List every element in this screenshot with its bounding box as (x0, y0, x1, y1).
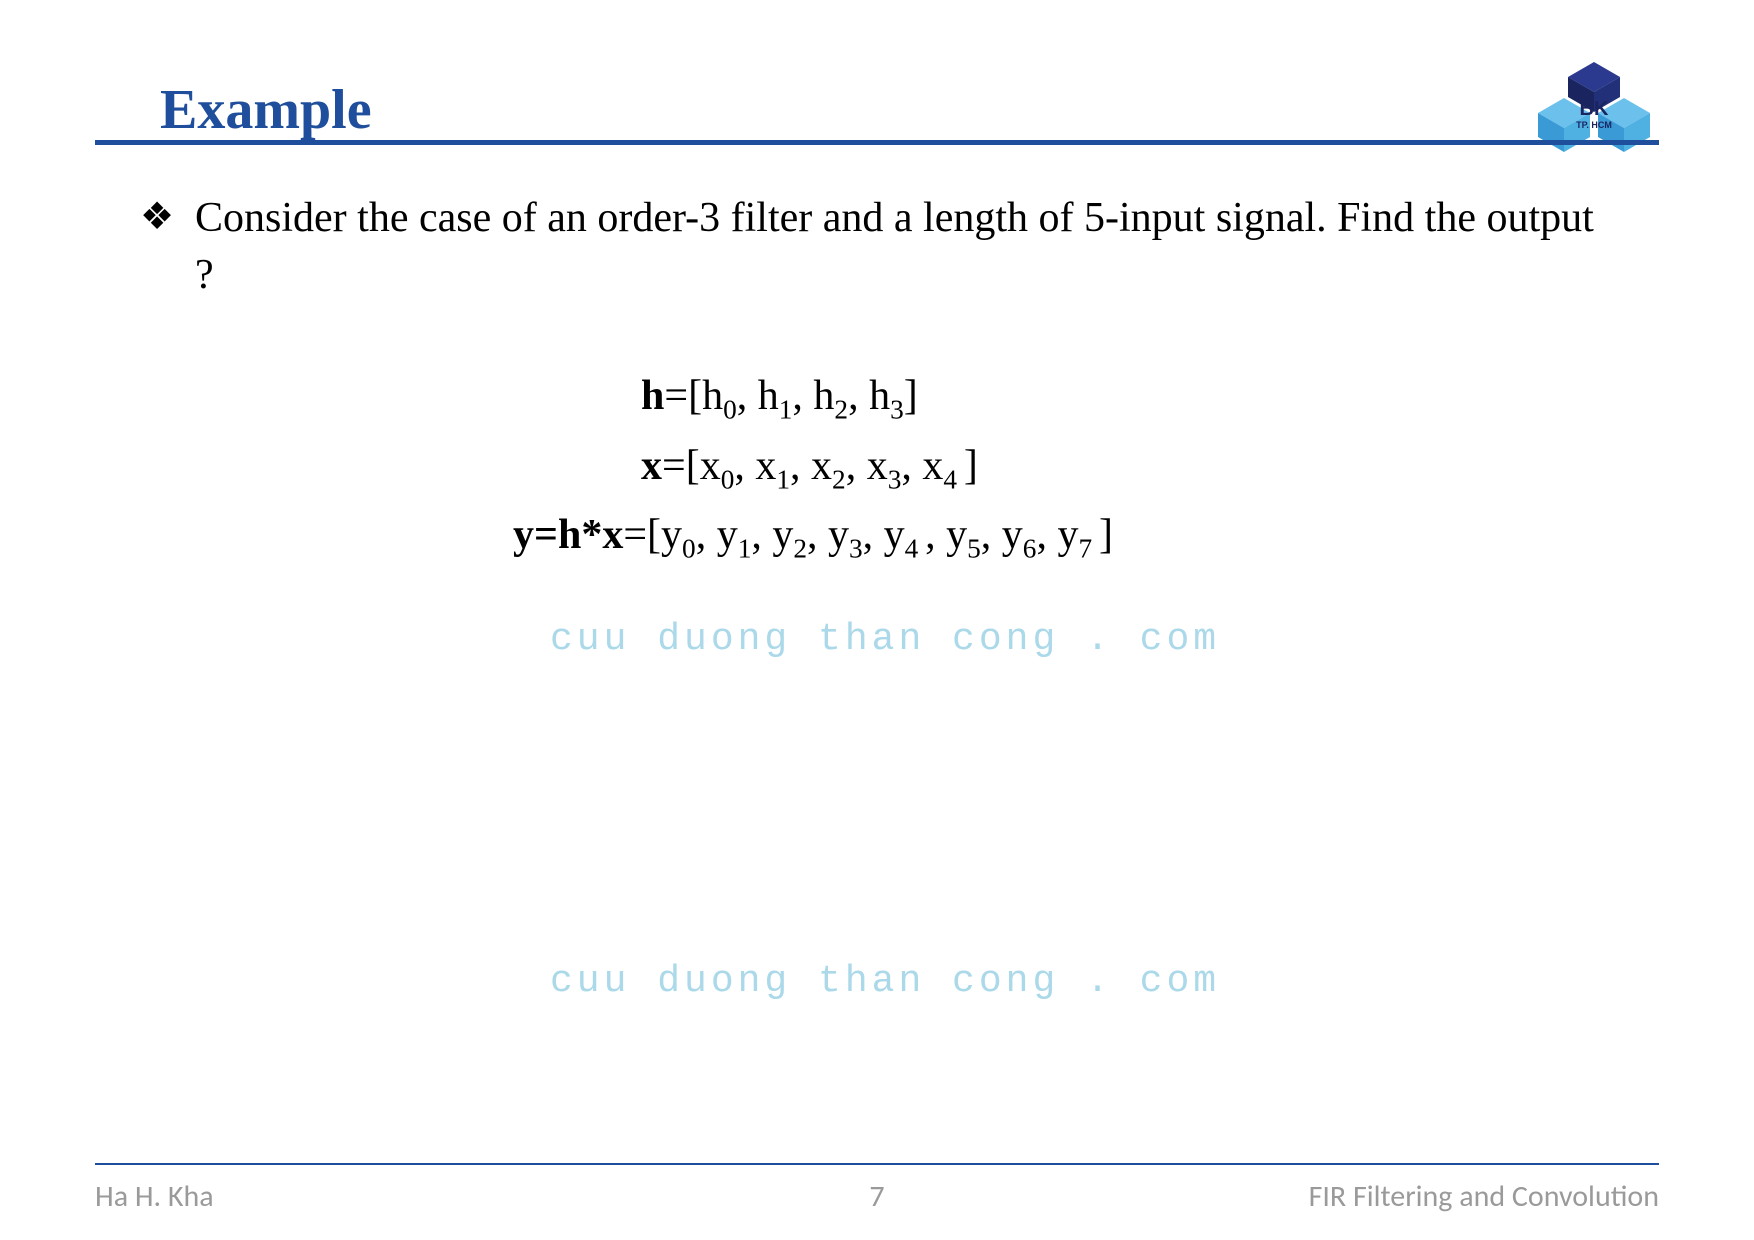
equation-h: h=[h0, h1, h2, h3] (641, 363, 1113, 432)
equation-x: x=[x0, x1, x2, x3, x4 ] (641, 433, 1113, 502)
slide-header: Example BK TP. HCM (160, 60, 1654, 160)
diamond-bullet-icon: ❖ (140, 192, 195, 243)
slide-footer: Ha H. Kha 7 FIR Filtering and Convolutio… (95, 1178, 1659, 1215)
header-rule (95, 140, 1659, 145)
footer-rule (95, 1163, 1659, 1165)
bk-logo: BK TP. HCM (1534, 60, 1654, 160)
slide-content: ❖Consider the case of an order-3 filter … (140, 190, 1614, 571)
footer-page-number: 7 (869, 1178, 884, 1215)
logo-text-top: BK (1580, 98, 1609, 120)
footer-right: FIR Filtering and Convolution (1309, 1178, 1659, 1215)
logo-text-bottom: TP. HCM (1576, 120, 1612, 130)
bullet-text: Consider the case of an order-3 filter a… (195, 195, 1594, 298)
bullet-paragraph: ❖Consider the case of an order-3 filter … (140, 190, 1614, 303)
footer-left: Ha H. Kha (95, 1178, 214, 1215)
slide-title: Example (160, 78, 372, 142)
equations-block: h=[h0, h1, h2, h3] x=[x0, x1, x2, x3, x4… (140, 363, 1614, 571)
watermark-2: cuu duong than cong . com (550, 960, 1220, 1003)
equation-y: y=h*x=[y0, y1, y2, y3, y4 , y5, y6, y7 ] (513, 502, 1113, 571)
watermark-1: cuu duong than cong . com (550, 618, 1220, 661)
